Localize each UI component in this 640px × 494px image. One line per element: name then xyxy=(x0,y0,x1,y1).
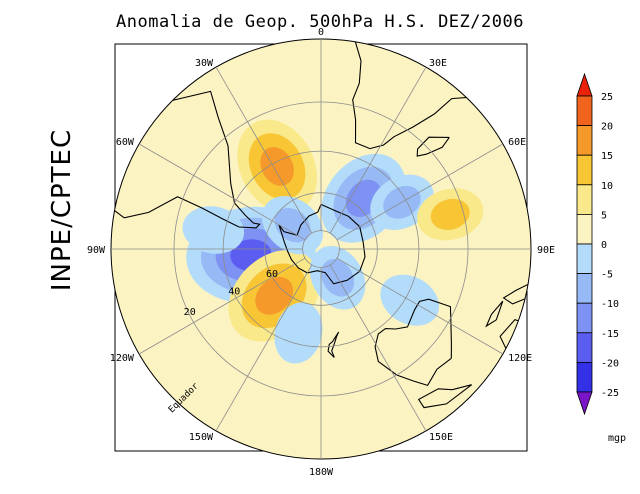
colorbar-tick-label: -10 xyxy=(601,299,619,310)
colorbar-swatch xyxy=(576,361,593,393)
colorbar-tick-label: -15 xyxy=(601,329,619,340)
madagascar-coast xyxy=(416,136,450,157)
colorbar-tick-label: 5 xyxy=(601,210,607,221)
africa-coast xyxy=(351,39,516,150)
colorbar-swatch xyxy=(576,125,593,156)
anomaly-center-10 xyxy=(262,196,324,255)
colorbar-swatch xyxy=(576,184,593,215)
meridian-300 xyxy=(138,143,306,241)
colorbar-swatch xyxy=(576,154,593,186)
meridian-210 xyxy=(215,264,313,432)
colorbar-tick-label: 15 xyxy=(601,151,613,162)
longitude-label: 120W xyxy=(110,353,135,364)
colorbar-swatch xyxy=(576,302,593,334)
meridian-150 xyxy=(329,264,427,432)
australia-coast xyxy=(374,298,452,387)
longitude-label: 30W xyxy=(195,58,214,69)
anomaly-center-1 xyxy=(182,206,245,254)
new-guinea-coast xyxy=(417,384,473,409)
longitude-label: 90E xyxy=(537,245,555,256)
longitude-label: 30E xyxy=(429,58,447,69)
latitude-label: 40 xyxy=(228,286,240,297)
anomaly-center-4 xyxy=(237,119,317,214)
colorbar-swatch xyxy=(576,243,593,275)
meridian-120 xyxy=(336,257,504,355)
meridian-330 xyxy=(215,66,313,234)
colorbar-swatch xyxy=(576,332,593,363)
map-title: Anomalia de Geop. 500hPa H.S. DEZ/2006 xyxy=(116,12,524,32)
colorbar-swatch xyxy=(576,72,593,97)
longitude-label: 60E xyxy=(508,137,526,148)
colorbar-unit: mgp xyxy=(608,433,626,444)
meridian-240 xyxy=(138,257,306,355)
longitude-label: 150W xyxy=(189,432,214,443)
longitude-label: 0 xyxy=(318,27,324,38)
colorbar-tick-label: -20 xyxy=(601,358,619,369)
meridian-60 xyxy=(336,143,504,241)
colorbar-tick-label: -5 xyxy=(601,270,613,281)
latitude-circle-80 xyxy=(302,230,340,268)
longitude-label: 150E xyxy=(429,432,453,443)
anomaly-center-3 xyxy=(274,302,323,364)
java-coast xyxy=(485,300,504,328)
latitude-label: 60 xyxy=(266,269,278,280)
longitude-label: 120E xyxy=(508,353,532,364)
colorbar-tick-label: 10 xyxy=(601,181,613,192)
colorbar-swatch xyxy=(576,273,593,304)
longitude-label: 180W xyxy=(309,467,334,478)
colorbar-swatch xyxy=(576,391,593,416)
meridian-30 xyxy=(329,66,427,234)
colorbar-tick-label: 0 xyxy=(601,240,607,251)
south-america-coast xyxy=(111,90,261,229)
graticule xyxy=(111,39,531,459)
colorbar-tick-label: -25 xyxy=(601,388,619,399)
longitude-label: 60W xyxy=(116,137,135,148)
latitude-label: 20 xyxy=(184,307,196,318)
new-zealand-coast xyxy=(327,331,340,358)
colorbar-swatch xyxy=(576,213,593,245)
colorbar-tick-label: 20 xyxy=(601,122,613,133)
colorbar-tick-label: 25 xyxy=(601,92,613,103)
colorbar-swatch xyxy=(576,95,593,127)
longitude-label: 90W xyxy=(87,245,106,256)
